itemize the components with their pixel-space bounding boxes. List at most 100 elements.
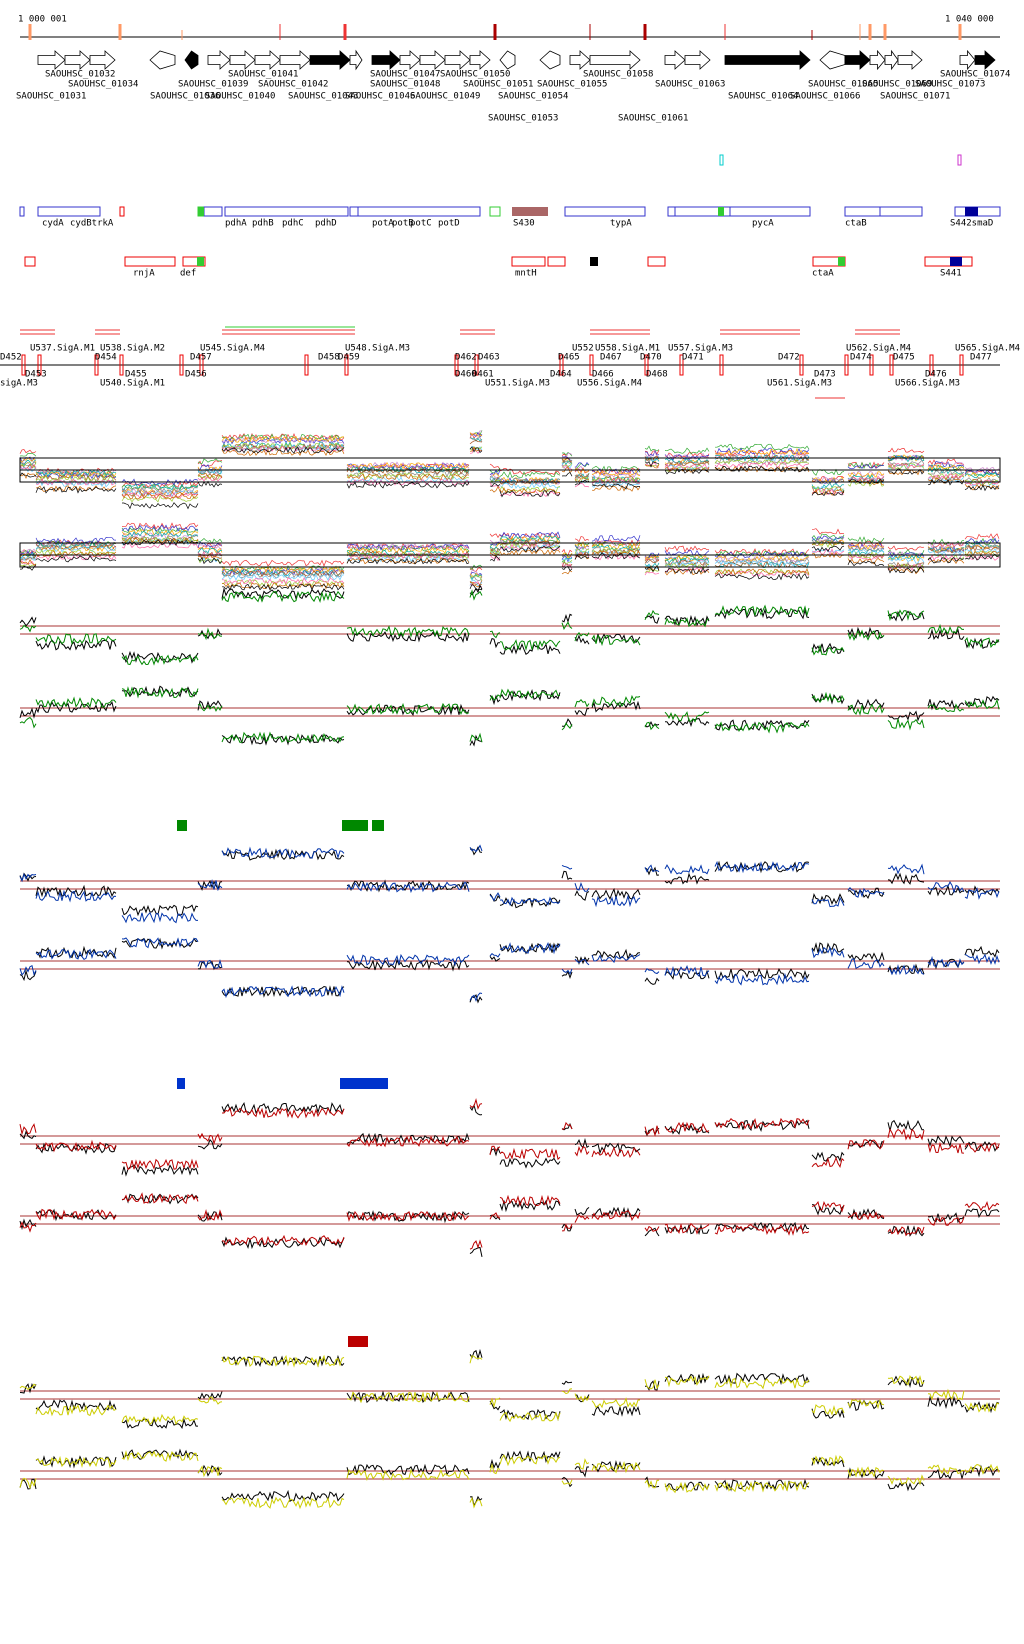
expression-trace <box>19 442 1000 503</box>
marker <box>957 154 962 166</box>
expression-trace <box>19 1192 1000 1250</box>
unit-marker <box>37 354 42 376</box>
annotation-label: pdhD <box>315 219 337 229</box>
gene-arrow <box>959 49 976 71</box>
expression-trace <box>19 1354 1000 1426</box>
annotation-box <box>182 256 206 267</box>
unit-label: D465 <box>558 353 580 363</box>
gene-arrow <box>309 50 351 70</box>
expression-trace <box>19 1102 1000 1177</box>
gene-arrow <box>844 50 871 70</box>
expression-trace <box>19 446 1000 510</box>
gene-label: SAOUHSC_01032 <box>45 70 115 80</box>
unit-label: U562.SigA.M4 <box>846 344 911 354</box>
unit-marker <box>959 354 964 376</box>
gene-label: SAOUHSC_01053 <box>488 114 558 124</box>
unit-marker <box>589 354 594 376</box>
unit-label: D476 <box>925 370 947 380</box>
unit-label: D456 <box>185 370 207 380</box>
annotation-box <box>729 206 811 217</box>
gene-arrow <box>539 50 561 70</box>
unit-marker <box>474 354 479 376</box>
gene-arrow <box>884 49 899 71</box>
gene-arrow <box>664 50 686 70</box>
annotation-label: S430 <box>513 219 535 229</box>
unit-label: U557.SigA.M3 <box>668 344 733 354</box>
unit-marker <box>199 354 204 376</box>
unit-label: U565.SigA.M4 <box>955 344 1020 354</box>
gene-label: SAOUHSC_01031 <box>16 92 86 102</box>
expression-trace <box>19 536 1000 587</box>
unit-label: D474 <box>850 353 872 363</box>
gene-label: SAOUHSC_01046 <box>345 92 415 102</box>
gene-label: SAOUHSC_01058 <box>583 70 653 80</box>
unit-marker <box>889 354 894 376</box>
annotation-box <box>119 206 125 217</box>
gene-label: SAOUHSC_01065 <box>808 80 878 90</box>
expression-trace <box>19 1193 1000 1258</box>
annotation-label: def <box>180 269 196 279</box>
annotation-box <box>511 256 546 267</box>
gene-label: SAOUHSC_01036 <box>150 92 220 102</box>
gene-label: SAOUHSC_01064 <box>728 92 798 102</box>
gene-arrow <box>229 50 256 70</box>
unit-marker <box>454 354 459 376</box>
unit-label: U552 <box>572 344 594 354</box>
highlight-block <box>342 820 368 831</box>
annotation-box <box>547 256 566 267</box>
ruler-start: 1 000 001 <box>18 15 67 25</box>
annotation-box <box>37 206 101 217</box>
annotation-box <box>647 256 666 267</box>
gene-label: SAOUHSC_01066 <box>790 92 860 102</box>
annotation-box <box>224 206 349 217</box>
annotation-label: cydBtrkA <box>70 219 114 229</box>
annotation-box <box>924 256 973 267</box>
gene-arrow <box>869 49 886 71</box>
annotation-fill <box>950 257 962 266</box>
unit-label: D460 <box>455 370 477 380</box>
unit-marker <box>719 354 724 376</box>
annotation-label: rnjA <box>133 269 155 279</box>
highlight-block <box>348 1336 368 1347</box>
gene-label: SAOUHSC_01074 <box>940 70 1010 80</box>
gene-label: SAOUHSC_01069 <box>862 80 932 90</box>
unit-label: D468 <box>646 370 668 380</box>
marker <box>719 154 724 166</box>
unit-label: U558.SigA.M1 <box>595 344 660 354</box>
gene-label: SAOUHSC_01071 <box>880 92 950 102</box>
gene-arrow <box>974 50 996 70</box>
gene-label: SAOUHSC_01047 <box>370 70 440 80</box>
gene-label: SAOUHSC_01050 <box>440 70 510 80</box>
gene-label: SAOUHSC_01048 <box>370 80 440 90</box>
annotation-fill <box>512 207 548 216</box>
unit-label: D457 <box>190 353 212 363</box>
unit-label: D458 <box>318 353 340 363</box>
unit-label: U548.SigA.M3 <box>345 344 410 354</box>
gene-arrow <box>569 50 591 70</box>
gene-label: SAOUHSC_01049 <box>410 92 480 102</box>
gene-arrow <box>149 50 176 70</box>
gene-label: SAOUHSC_01040 <box>205 92 275 102</box>
highlight-block <box>177 1078 185 1089</box>
gene-label: SAOUHSC_01061 <box>618 114 688 124</box>
annotation-box <box>203 206 223 217</box>
unit-marker <box>929 354 934 376</box>
unit-label: D459 <box>338 353 360 363</box>
gene-arrow <box>589 50 641 70</box>
unit-label: U561.SigA.M3 <box>767 379 832 389</box>
expression-trace <box>19 526 1000 573</box>
expression-trace <box>19 537 1000 590</box>
unit-label: D452 <box>0 353 22 363</box>
gene-label: SAOUHSC_01051 <box>463 80 533 90</box>
gene-arrow <box>419 50 446 70</box>
annotation-label: pdhC <box>282 219 304 229</box>
gene-arrow <box>444 50 471 70</box>
gene-arrow <box>469 50 491 70</box>
expression-trace <box>19 584 1000 664</box>
annotation-box <box>844 206 881 217</box>
annotation-label: potA <box>372 219 394 229</box>
unit-label: D461 <box>472 370 494 380</box>
annotation-label: potD <box>438 219 460 229</box>
annotation-label: ctaA <box>812 269 834 279</box>
